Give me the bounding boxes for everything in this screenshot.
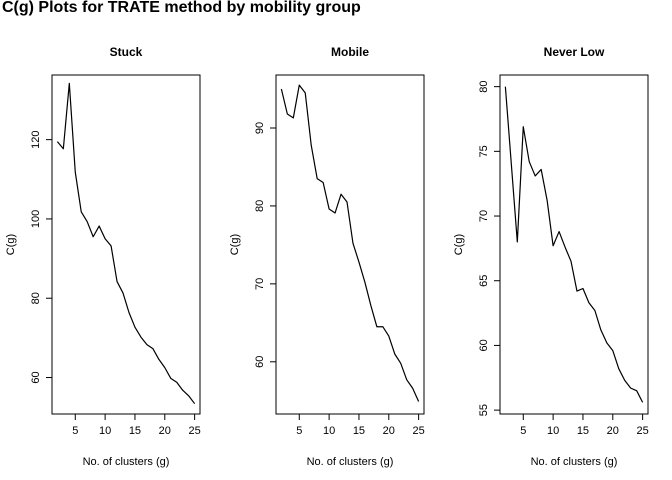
mobile-x-tick-label: 20 <box>383 425 395 437</box>
never-low-plot-frame <box>499 74 649 415</box>
stuck-y-tick-label: 80 <box>30 292 42 304</box>
never-low-y-tick-label: 70 <box>478 210 490 222</box>
mobile-series-line <box>280 84 420 402</box>
mobile-y-axis: 60 70 80 90 <box>254 122 277 368</box>
main-title: C(g) Plots for TRATE method by mobility … <box>2 0 361 16</box>
never-low-x-axis: 5 10 15 20 25 <box>520 413 649 437</box>
mobile-x-axis-label: No. of clusters (g) <box>307 456 394 468</box>
stuck-title: Stuck <box>110 45 143 59</box>
mobile-x-tick-label: 10 <box>323 425 335 437</box>
mobile-y-tick-label: 80 <box>254 200 266 212</box>
never-low-title: Never Low <box>544 45 605 59</box>
mobile-x-tick-label: 15 <box>353 425 365 437</box>
never-low-y-tick-label: 60 <box>478 339 490 351</box>
stuck-y-tick-label: 60 <box>30 371 42 383</box>
never-low-y-axis: 55 60 65 70 75 80 <box>478 81 501 416</box>
mobile-y-tick-label: 90 <box>254 122 266 134</box>
never-low-x-tick-label: 10 <box>547 425 559 437</box>
mobile-y-tick-label: 60 <box>254 356 266 368</box>
stuck-series-line <box>56 82 196 405</box>
panel-mobile: Mobile 5 10 15 20 25 No. of clusters (g) 60 70 80… <box>229 45 425 468</box>
never-low-y-tick-label: 55 <box>478 404 490 416</box>
never-low-x-tick-label: 20 <box>607 425 619 437</box>
stuck-x-axis: 5 10 15 20 25 <box>72 413 201 437</box>
never-low-x-tick-label: 5 <box>520 425 526 437</box>
mobile-x-tick-label: 25 <box>413 425 425 437</box>
never-low-x-axis-label: No. of clusters (g) <box>531 456 618 468</box>
panel-never-low: Never Low 5 10 15 20 25 No. of clusters (g) 55 6… <box>453 45 649 468</box>
stuck-x-tick-label: 10 <box>99 425 111 437</box>
stuck-y-axis-label: C(g) <box>5 234 17 255</box>
stuck-x-tick-label: 25 <box>189 425 201 437</box>
stuck-x-tick-label: 15 <box>129 425 141 437</box>
mobile-y-tick-label: 70 <box>254 278 266 290</box>
never-low-x-tick-label: 15 <box>577 425 589 437</box>
mobile-y-axis-label: C(g) <box>229 234 241 255</box>
never-low-y-tick-label: 80 <box>478 81 490 93</box>
stuck-plot-frame <box>51 74 201 415</box>
stuck-y-axis: 60 80 100 120 <box>30 130 53 384</box>
never-low-series-line <box>504 86 644 403</box>
never-low-y-tick-label: 65 <box>478 275 490 287</box>
stuck-x-tick-label: 20 <box>159 425 171 437</box>
mobile-x-axis: 5 10 15 20 25 <box>296 413 425 437</box>
mobile-title: Mobile <box>331 45 369 59</box>
stuck-x-tick-label: 5 <box>72 425 78 437</box>
panel-stuck: Stuck 5 10 15 20 25 No. of clusters (g) 60 80 100… <box>5 45 201 468</box>
mobile-plot-frame <box>275 74 425 415</box>
never-low-y-axis-label: C(g) <box>453 234 465 255</box>
stuck-y-tick-label: 120 <box>30 130 42 148</box>
stuck-x-axis-label: No. of clusters (g) <box>83 456 170 468</box>
mobile-x-tick-label: 5 <box>296 425 302 437</box>
stuck-y-tick-label: 100 <box>30 210 42 228</box>
never-low-x-tick-label: 25 <box>637 425 649 437</box>
never-low-y-tick-label: 75 <box>478 145 490 157</box>
